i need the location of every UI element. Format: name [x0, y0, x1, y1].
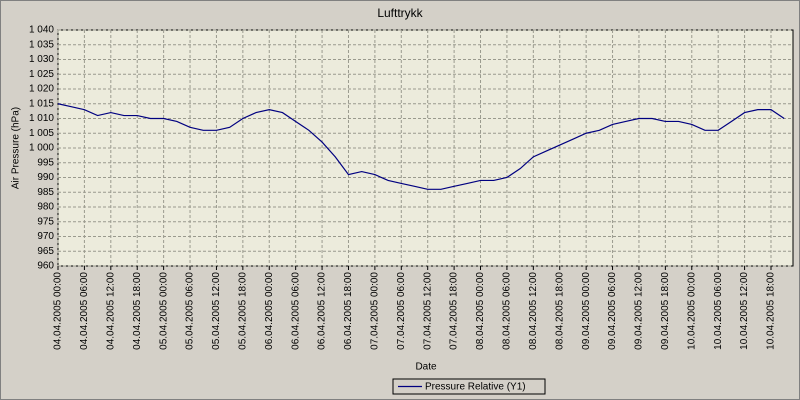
x-tick-label: 08.04.2005 00:00 — [475, 272, 486, 350]
y-axis-label: Air Pressure (hPa) — [11, 107, 22, 189]
x-tick-label: 06.04.2005 12:00 — [317, 272, 328, 350]
x-axis-label: Date — [415, 362, 437, 373]
chart-title: Lufttrykk — [377, 6, 423, 20]
x-tick-label: 06.04.2005 06:00 — [290, 272, 301, 350]
y-tick-label: 965 — [37, 246, 54, 257]
x-tick-label: 09.04.2005 12:00 — [634, 272, 645, 350]
x-tick-label: 07.04.2005 18:00 — [449, 272, 460, 350]
x-tick-label: 07.04.2005 06:00 — [396, 272, 407, 350]
legend-label: Pressure Relative (Y1) — [425, 382, 526, 393]
y-tick-label: 1 020 — [29, 84, 54, 95]
y-tick-label: 1 035 — [29, 39, 54, 50]
x-tick-label: 09.04.2005 18:00 — [660, 272, 671, 350]
x-tick-label: 10.04.2005 12:00 — [739, 272, 750, 350]
x-tick-label: 04.04.2005 00:00 — [53, 272, 64, 350]
y-tick-label: 975 — [37, 216, 54, 227]
x-tick-label: 08.04.2005 12:00 — [528, 272, 539, 350]
x-tick-label: 08.04.2005 18:00 — [554, 272, 565, 350]
y-tick-label: 1 015 — [29, 98, 54, 109]
x-tick-label: 08.04.2005 06:00 — [502, 272, 513, 350]
y-tick-label: 995 — [37, 157, 54, 168]
x-tick-label: 05.04.2005 00:00 — [158, 272, 169, 350]
y-tick-label: 1 000 — [29, 143, 54, 154]
x-tick-label: 04.04.2005 06:00 — [79, 272, 90, 350]
y-tick-label: 1 025 — [29, 69, 54, 80]
x-tick-label: 05.04.2005 06:00 — [185, 272, 196, 350]
x-tick-label: 09.04.2005 06:00 — [607, 272, 618, 350]
legend-box — [392, 378, 546, 395]
x-tick-label: 09.04.2005 00:00 — [581, 272, 592, 350]
x-tick-label: 05.04.2005 18:00 — [237, 272, 248, 350]
x-tick-label: 10.04.2005 18:00 — [766, 272, 777, 350]
y-tick-label: 970 — [37, 231, 54, 242]
x-tick-label: 07.04.2005 00:00 — [370, 272, 381, 350]
y-tick-label: 1 010 — [29, 113, 54, 124]
y-tick-label: 1 005 — [29, 128, 54, 139]
x-tick-label: 06.04.2005 00:00 — [264, 272, 275, 350]
y-tick-label: 1 040 — [29, 25, 54, 36]
y-tick-label: 985 — [37, 187, 54, 198]
legend: Pressure Relative (Y1) — [392, 378, 546, 395]
x-tick-label: 10.04.2005 00:00 — [686, 272, 697, 350]
data-line — [57, 103, 785, 190]
x-tick-label: 04.04.2005 18:00 — [132, 272, 143, 350]
y-tick-label: 1 030 — [29, 54, 54, 65]
x-tick-label: 04.04.2005 12:00 — [105, 272, 116, 350]
x-tick-label: 07.04.2005 12:00 — [422, 272, 433, 350]
x-tick-label: 05.04.2005 12:00 — [211, 272, 222, 350]
x-tick-label: 10.04.2005 06:00 — [713, 272, 724, 350]
y-tick-label: 990 — [37, 172, 54, 183]
y-tick-label: 980 — [37, 202, 54, 213]
x-tick-label: 06.04.2005 18:00 — [343, 272, 354, 350]
y-tick-label: 960 — [37, 261, 54, 272]
